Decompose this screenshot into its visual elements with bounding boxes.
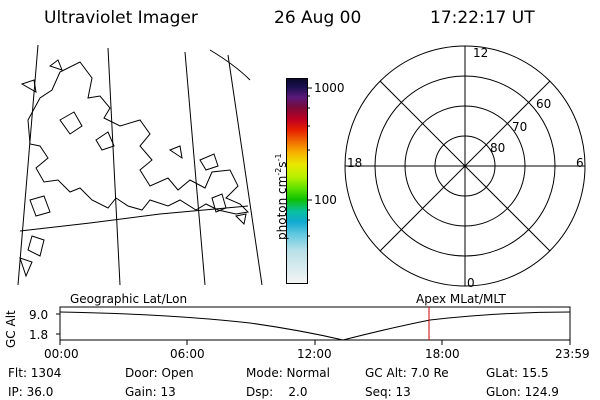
- mode-status: Mode: Normal: [246, 366, 330, 380]
- colorbar-tick-1000: 1000: [314, 81, 345, 95]
- flight-number: Flt: 1304: [8, 366, 62, 380]
- altitude-curve: [59, 311, 571, 341]
- mlt-label-0: 0: [467, 276, 475, 290]
- geo-latitude: GLat: 15.5: [486, 366, 549, 380]
- y-tick-1.8: 1.8: [29, 328, 49, 342]
- x-tick-2359: 23:59: [555, 347, 590, 361]
- gain-value: Gain: 13: [125, 385, 176, 399]
- lat-label-70: 70: [512, 120, 528, 134]
- instrument-title: Ultraviolet Imager: [44, 8, 198, 28]
- y-tick-9: 9.0: [29, 308, 49, 322]
- apex-label: Apex MLat/MLT: [416, 292, 506, 306]
- sequence-number: Seq: 13: [365, 385, 411, 399]
- x-tick-0000: 00:00: [44, 347, 79, 361]
- ip-value: IP: 36.0: [8, 385, 54, 399]
- geo-longitude: GLon: 124.9: [486, 385, 559, 399]
- colorbar-tick-100: 100: [314, 193, 337, 207]
- coastline: [19, 59, 250, 278]
- lat-label-80: 80: [490, 141, 506, 155]
- gc-altitude: GC Alt: 7.0 Re: [365, 366, 449, 380]
- color-scale-bar: [286, 78, 308, 284]
- lat-label-60: 60: [536, 97, 552, 111]
- mlt-label-6: 6: [576, 156, 584, 170]
- dsp-value: Dsp: 2.0: [246, 385, 308, 399]
- mlt-label-18: 18: [347, 156, 363, 170]
- mlt-label-12: 12: [473, 46, 489, 60]
- geographic-label: Geographic Lat/Lon: [70, 292, 188, 306]
- date-label: 26 Aug 00: [274, 8, 362, 28]
- x-tick-1800: 18:00: [425, 347, 460, 361]
- time-label: 17:22:17 UT: [430, 8, 535, 28]
- x-tick-0600: 06:00: [170, 347, 205, 361]
- x-tick-1200: 12:00: [297, 347, 332, 361]
- door-status: Door: Open: [125, 366, 194, 380]
